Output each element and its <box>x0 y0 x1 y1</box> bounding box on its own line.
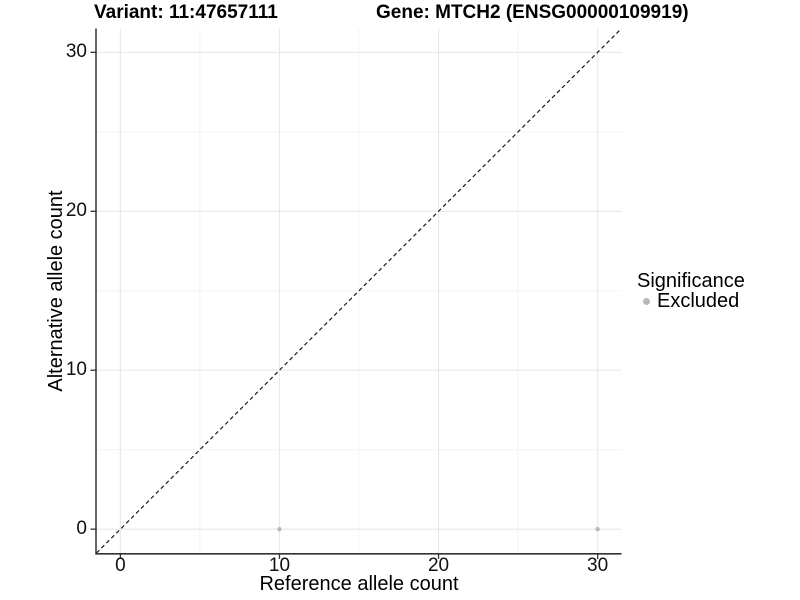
legend-marker-dot <box>643 297 650 305</box>
data-point <box>277 526 282 532</box>
legend-title: Significance <box>637 270 745 292</box>
legend-item-label: Excluded <box>657 290 740 312</box>
x-tick-label: 20 <box>427 555 450 576</box>
x-tick-label: 30 <box>587 555 609 576</box>
y-tick-label: 30 <box>65 41 87 63</box>
plot-title-variant: Variant: 11:47657111 <box>94 2 278 23</box>
y-axis-title: Alternative allele count <box>45 190 67 392</box>
identity-dashed-line <box>96 28 622 554</box>
y-tick-label: 10 <box>65 359 87 381</box>
plot-title-gene: Gene: MTCH2 (ENSG00000109919) <box>376 2 689 23</box>
legend: Significance Excluded <box>637 271 745 311</box>
legend-item-excluded: Excluded <box>637 291 745 311</box>
x-tick-label: 10 <box>268 555 291 576</box>
y-tick-label: 20 <box>65 200 87 222</box>
x-axis-title: Reference allele count <box>259 573 459 595</box>
data-point <box>595 526 600 532</box>
y-tick-label: 0 <box>76 518 87 540</box>
x-tick-label: 0 <box>115 555 126 576</box>
